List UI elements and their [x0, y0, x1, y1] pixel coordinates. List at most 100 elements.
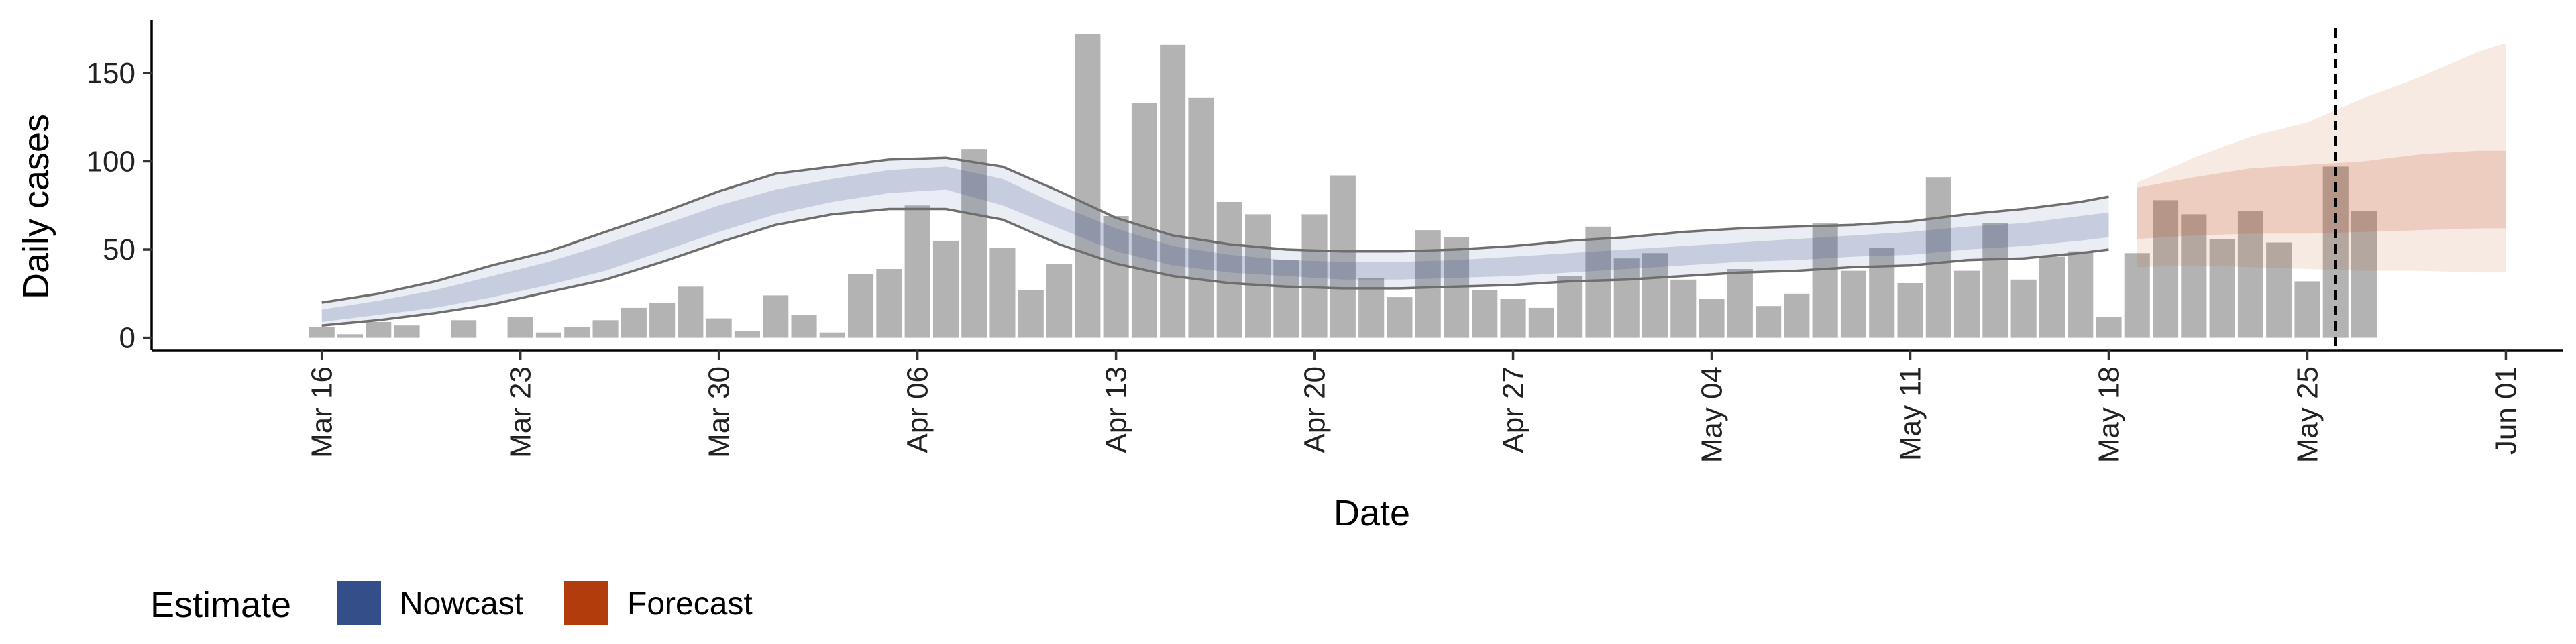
- x-tick-label: Apr 13: [1100, 366, 1133, 453]
- case-bar: [706, 318, 732, 338]
- case-bar: [1585, 226, 1611, 338]
- nowcast-lower-line: [321, 207, 2109, 327]
- x-tick-label: Mar 23: [504, 366, 537, 458]
- case-bar: [2010, 279, 2037, 338]
- case-bar: [1642, 253, 1668, 338]
- case-bar: [678, 286, 704, 338]
- x-tick-label: May 11: [1894, 366, 1927, 461]
- case-bar: [1301, 214, 1328, 338]
- x-tick-label: Apr 20: [1299, 366, 1332, 453]
- case-bar: [1670, 279, 1697, 338]
- forecast-inner-band: [2137, 150, 2506, 239]
- case-bar: [876, 269, 902, 338]
- forecast-outer-band: [2137, 43, 2506, 273]
- case-bar: [1500, 299, 1526, 338]
- case-bar: [1925, 177, 1951, 338]
- nowcast-inner-band: [321, 166, 2109, 322]
- case-bar: [2266, 242, 2292, 338]
- case-bar: [1472, 290, 1498, 338]
- x-tick-label: Apr 27: [1497, 366, 1530, 453]
- case-bar: [1131, 103, 1157, 338]
- case-bar: [1216, 202, 1242, 338]
- case-bar: [1160, 44, 1186, 338]
- case-bar: [1046, 264, 1073, 338]
- x-axis-title: Date: [1334, 493, 1410, 533]
- case-bar: [1869, 248, 1895, 338]
- case-bar: [1103, 216, 1129, 338]
- case-bar: [791, 315, 817, 338]
- case-bar: [1897, 283, 1923, 338]
- x-tick-label: Jun 01: [2489, 366, 2522, 455]
- case-bar: [1245, 214, 1271, 338]
- axes: 0 50 100 150 Mar 16 Mar 23 Mar 30 Apr 06 Apr 13 A…: [87, 20, 2563, 463]
- case-bar: [1330, 175, 1356, 338]
- case-bar: [2068, 251, 2094, 338]
- y-tick-label: 50: [103, 233, 136, 266]
- legend-nowcast-key: [337, 581, 381, 625]
- case-bar: [2096, 317, 2122, 338]
- x-tick-label: Apr 06: [902, 366, 934, 453]
- case-bar: [394, 325, 420, 338]
- y-tick-label: 100: [87, 145, 136, 178]
- case-bar: [904, 205, 930, 338]
- case-bar: [1954, 270, 1980, 338]
- case-bar: [819, 332, 845, 338]
- case-bar: [337, 334, 363, 338]
- case-bar: [734, 331, 760, 338]
- case-bar: [932, 240, 959, 338]
- legend-nowcast-label: Nowcast: [400, 586, 523, 622]
- legend-title: Estimate: [150, 585, 291, 625]
- case-bar: [989, 248, 1016, 338]
- x-tick-label: May 18: [2093, 366, 2126, 463]
- case-bar: [961, 149, 987, 338]
- case-bar: [763, 295, 789, 338]
- case-bar: [366, 321, 392, 338]
- case-bar: [1415, 230, 1441, 338]
- case-bar: [1557, 276, 1583, 338]
- y-axis-title: Daily cases: [16, 114, 56, 299]
- case-bar: [507, 317, 533, 338]
- case-bar: [2039, 256, 2065, 338]
- case-bar: [1727, 269, 1753, 338]
- case-bar: [1273, 260, 1299, 338]
- case-bar: [2237, 211, 2263, 338]
- case-bar: [2351, 211, 2377, 338]
- case-bar: [1812, 223, 1838, 338]
- plot-area: [309, 28, 2506, 350]
- case-bar: [848, 274, 874, 338]
- case-bar: [2153, 200, 2179, 338]
- x-tick-label: May 04: [1696, 366, 1729, 463]
- case-bar: [1982, 223, 2008, 338]
- case-bar: [2294, 281, 2320, 338]
- y-tick-label: 0: [119, 322, 136, 355]
- legend-forecast-key: [564, 581, 608, 625]
- case-bar: [451, 320, 477, 338]
- case-bar: [1784, 293, 1810, 338]
- case-bar: [1613, 258, 1640, 338]
- case-bar: [1756, 306, 1782, 338]
- legend-forecast-label: Forecast: [627, 586, 753, 622]
- case-bar: [592, 320, 619, 338]
- case-bar: [649, 303, 676, 338]
- case-bar: [2209, 239, 2235, 338]
- case-bar: [1018, 290, 1044, 338]
- x-tick-label: Mar 30: [703, 366, 736, 458]
- case-bar: [2124, 253, 2150, 338]
- nowcast-upper-line: [321, 156, 2109, 304]
- case-bar: [1840, 270, 1866, 338]
- y-tick-label: 150: [87, 57, 136, 90]
- case-bar: [564, 327, 590, 338]
- case-bar: [1387, 297, 1413, 338]
- case-bar: [1528, 307, 1554, 338]
- x-tick-label: May 25: [2292, 366, 2324, 463]
- x-tick-label: Mar 16: [306, 366, 339, 458]
- case-bar: [535, 332, 561, 338]
- case-bar: [1188, 97, 1214, 338]
- case-bar: [1699, 299, 1725, 338]
- case-bar: [621, 307, 647, 338]
- case-bar: [1075, 34, 1101, 338]
- legend: Estimate Nowcast Forecast: [150, 581, 753, 625]
- case-bar: [309, 327, 335, 338]
- nowcast-outer-band: [321, 158, 2109, 326]
